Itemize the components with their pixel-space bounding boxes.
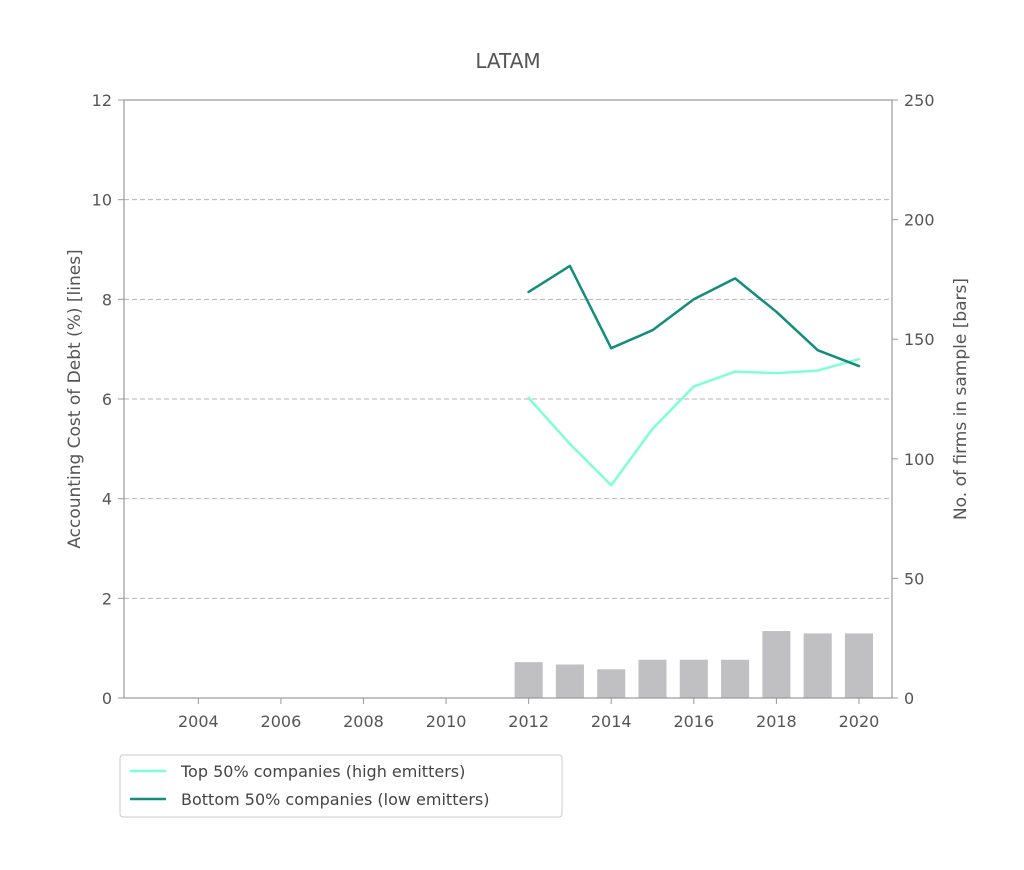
firm-count-bar	[803, 633, 832, 698]
y-tick-label: 10	[92, 191, 112, 210]
x-tick-label: 2006	[261, 712, 302, 731]
grid-lines	[124, 199, 892, 599]
x-tick-label: 2004	[178, 712, 219, 731]
y2-tick-label: 0	[904, 689, 914, 708]
legend-label-top-50: Top 50% companies (high emitters)	[180, 762, 465, 781]
line-top-50-high-emitters	[527, 357, 861, 487]
x-tick-label: 2016	[673, 712, 714, 731]
line-series	[527, 264, 861, 487]
y-tick-label: 6	[102, 390, 112, 409]
firm-count-bar	[514, 662, 543, 698]
bar-series	[514, 631, 874, 698]
legend-box	[119, 754, 563, 818]
y2-tick-label: 250	[904, 91, 935, 110]
y-axis-label: Accounting Cost of Debt (%) [lines]	[65, 249, 85, 548]
y-tick-label: 8	[102, 290, 112, 309]
y2-tick-label: 100	[904, 450, 935, 469]
chart-title: LATAM	[475, 49, 540, 73]
x-tick-label: 2012	[508, 712, 549, 731]
y2-tick-label: 200	[904, 211, 935, 230]
firm-count-bar	[597, 669, 626, 698]
x-tick-label: 2020	[839, 712, 880, 731]
y2-tick-label: 150	[904, 330, 935, 349]
x-tick-label: 2008	[343, 712, 384, 731]
x-tick-label: 2010	[426, 712, 467, 731]
y-tick-label: 12	[92, 91, 112, 110]
y-tick-label: 4	[102, 490, 112, 509]
axes: 0 2 4 6 8 10 12 0 50 100 150 200 250 2004 2006 2008 2010…	[92, 91, 935, 731]
firm-count-bar	[555, 664, 584, 698]
y-tick-label: 0	[102, 689, 112, 708]
firm-count-bar	[721, 659, 750, 698]
x-tick-label: 2018	[756, 712, 797, 731]
firm-count-bar	[762, 631, 791, 698]
legend-label-bottom-50: Bottom 50% companies (low emitters)	[181, 790, 489, 809]
line-bottom-50-low-emitters	[527, 264, 861, 368]
firm-count-bar	[638, 659, 667, 698]
x-tick-label: 2014	[591, 712, 632, 731]
legend: Top 50% companies (high emitters) Bottom…	[119, 754, 563, 818]
y-tick-label: 2	[102, 589, 112, 608]
firm-count-bar	[679, 659, 708, 698]
y2-axis-label: No. of firms in sample [bars]	[951, 278, 971, 520]
firm-count-bar	[844, 633, 874, 698]
y2-tick-label: 50	[904, 569, 924, 588]
